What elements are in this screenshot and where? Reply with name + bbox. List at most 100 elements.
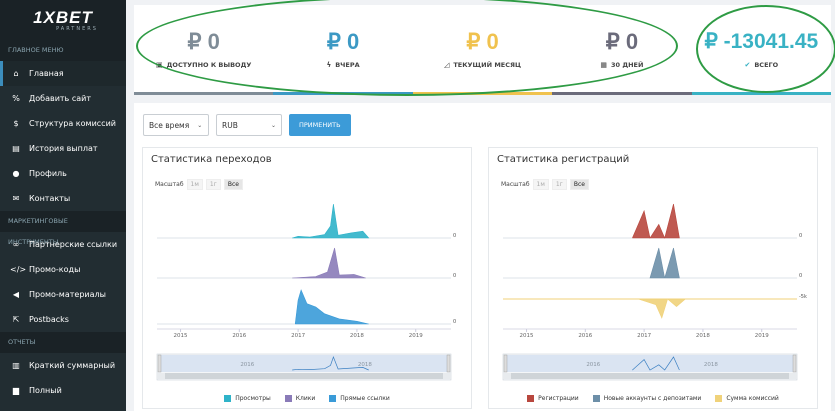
- sidebar-item-bullhorn[interactable]: ◀ Промо-материалы: [0, 282, 126, 307]
- stat-label: ϟ ВЧЕРА: [327, 61, 360, 69]
- chart-legend: Просмотры Клики Прямые ссылки: [143, 395, 471, 402]
- stat-card: ₽ 0 ▣ ДОСТУПНО К ВЫВОДУ: [134, 5, 274, 95]
- zoom-label: Масштаб: [501, 181, 530, 188]
- bar-chart-icon: ▥: [12, 361, 20, 370]
- series-end-label: 0: [453, 273, 456, 279]
- chart-title: Статистика регистраций: [497, 154, 630, 165]
- stat-label-text: ВСЕГО: [754, 60, 779, 69]
- sidebar-item-label: Добавить сайт: [29, 94, 91, 103]
- zoom-all-button[interactable]: Все: [569, 179, 589, 190]
- stat-label: ▦ 30 ДНЕЙ: [600, 61, 643, 69]
- zoom-all-button[interactable]: Все: [223, 179, 243, 190]
- stats-panel: Все время ⌄ RUB ⌄ ПРИМЕНИТЬ 0 0 0 2015 2016 2…: [134, 103, 831, 411]
- check-icon: ✔: [744, 60, 751, 69]
- legend-swatch: [224, 395, 232, 402]
- apply-button[interactable]: ПРИМЕНИТЬ: [289, 114, 351, 136]
- sidebar-item-label: Главная: [29, 69, 64, 78]
- stat-card: ₽ 0 ϟ ВЧЕРА: [273, 5, 413, 95]
- stat-card: ₽ 0 ◿ ТЕКУЩИЙ МЕСЯЦ: [412, 5, 553, 95]
- navigator-scrollbar-thumb[interactable]: [511, 373, 789, 379]
- series-end-label: 0: [453, 233, 456, 239]
- zoom-1y-button[interactable]: 1г: [205, 179, 221, 190]
- calendar-icon: ▦: [600, 60, 608, 69]
- navigator-handle-left[interactable]: [157, 354, 162, 373]
- sidebar-item-link[interactable]: % Добавить сайт: [0, 86, 126, 111]
- legend-swatch: [715, 395, 723, 402]
- chart-svg: 0 0 0 2015 2016 2017 2018 2019 2016 2018: [156, 203, 456, 381]
- section-main-menu: ГЛАВНОЕ МЕНЮ: [0, 40, 126, 61]
- series-end-label: 0: [799, 273, 802, 279]
- sidebar-item-bar-chart[interactable]: ▥ Краткий суммарный: [0, 353, 126, 378]
- sidebar-item-briefcase[interactable]: ▆ Полный: [0, 378, 126, 403]
- x-tick-label: 2019: [755, 333, 769, 339]
- stat-cards: ₽ 0 ▣ ДОСТУПНО К ВЫВОДУ ₽ 0 ϟ ВЧЕРА ₽ 0 ◿ ТЕКУЩИ…: [134, 5, 832, 95]
- dollar-icon: $: [13, 119, 19, 128]
- sidebar-item-dollar[interactable]: $ Структура комиссий: [0, 111, 126, 136]
- sidebar-item-external-link[interactable]: ⇱ Postbacks: [0, 307, 126, 332]
- chart-legend: Регистрации Новые аккаунты с депозитами Су…: [489, 395, 817, 402]
- navigator-tick-label: 2016: [240, 362, 254, 368]
- period-select[interactable]: Все время ⌄: [143, 114, 209, 136]
- x-tick-label: 2018: [350, 333, 364, 339]
- navigator-handle-right[interactable]: [792, 354, 797, 373]
- sidebar-item-label: История выплат: [29, 144, 98, 153]
- legend-item[interactable]: Сумма комиссий: [715, 395, 779, 402]
- zoom-1m-button[interactable]: 1м: [532, 179, 549, 190]
- legend-label: Просмотры: [235, 395, 271, 402]
- navigator-range[interactable]: [161, 355, 447, 372]
- sidebar-item-code[interactable]: </> Промо-коды: [0, 257, 126, 282]
- chevron-down-icon: ⌄: [197, 121, 203, 129]
- navigator-line: [292, 355, 369, 371]
- wallet-icon: ▣: [156, 60, 163, 69]
- x-tick-label: 2015: [174, 333, 188, 339]
- sidebar-item-label: Контакты: [29, 194, 71, 203]
- zoom-1y-button[interactable]: 1г: [551, 179, 567, 190]
- sidebar-item-chain[interactable]: ∞ Партнерские ссылки: [0, 232, 126, 257]
- navigator-handle-left[interactable]: [503, 354, 508, 373]
- series-area: [292, 247, 366, 279]
- legend-swatch: [592, 395, 600, 402]
- currency-value: RUB: [222, 120, 238, 130]
- navigator-tick-label: 2018: [704, 362, 718, 368]
- period-value: Все время: [149, 120, 190, 130]
- stat-label-text: 30 ДНЕЙ: [611, 60, 644, 69]
- sidebar-item-money[interactable]: ▤ История выплат: [0, 136, 126, 161]
- bolt-icon: ϟ: [326, 60, 332, 69]
- legend-swatch: [527, 395, 535, 402]
- chart-title: Статистика переходов: [151, 154, 272, 165]
- series-end-label: 0: [799, 233, 802, 239]
- sidebar-item-label: Промо-коды: [29, 265, 81, 274]
- stat-label-text: ТЕКУЩИЙ МЕСЯЦ: [453, 60, 522, 69]
- chart-svg: 0 0 -5k 2015 2016 2017 2018 2019 2016 2018: [502, 203, 807, 381]
- legend-item[interactable]: Просмотры: [224, 395, 271, 402]
- sidebar-item-home[interactable]: ⌂ Главная: [0, 61, 126, 86]
- main-content: ₽ 0 ▣ ДОСТУПНО К ВЫВОДУ ₽ 0 ϟ ВЧЕРА ₽ 0 ◿ ТЕКУЩИ…: [126, 0, 835, 411]
- navigator-handle-right[interactable]: [446, 354, 451, 373]
- logo-sub: PARTNERS: [56, 25, 98, 32]
- stat-label: ▣ ДОСТУПНО К ВЫВОДУ: [156, 61, 251, 69]
- area-chart-icon: ◿: [443, 60, 450, 69]
- legend-item[interactable]: Прямые ссылки: [329, 395, 390, 402]
- legend-item[interactable]: Клики: [284, 395, 315, 402]
- section-reports: ОТЧЕТЫ: [0, 332, 126, 353]
- stat-label: ◿ ТЕКУЩИЙ МЕСЯЦ: [444, 61, 521, 69]
- sidebar-item-label: Структура комиссий: [29, 119, 116, 128]
- series-end-label: -5k: [799, 294, 807, 300]
- zoom-controls: Масштаб 1м 1г Все: [501, 179, 589, 190]
- zoom-1m-button[interactable]: 1м: [186, 179, 203, 190]
- money-icon: ▤: [12, 144, 20, 153]
- navigator-range[interactable]: [507, 355, 793, 372]
- navigator-tick-label: 2016: [586, 362, 600, 368]
- legend-item[interactable]: Регистрации: [527, 395, 579, 402]
- series-area: [294, 289, 369, 325]
- currency-select[interactable]: RUB ⌄: [216, 114, 282, 136]
- logo[interactable]: 1XBET PARTNERS: [0, 0, 126, 40]
- legend-item[interactable]: Новые аккаунты с депозитами: [592, 395, 701, 402]
- sidebar-item-user[interactable]: ● Профиль: [0, 161, 126, 186]
- series-area: [632, 203, 680, 239]
- navigator-scrollbar-thumb[interactable]: [165, 373, 443, 379]
- x-tick-label: 2015: [520, 333, 534, 339]
- sidebar-item-envelope[interactable]: ✉ Контакты: [0, 186, 126, 211]
- zoom-label: Масштаб: [155, 181, 184, 188]
- legend-label: Регистрации: [538, 395, 579, 402]
